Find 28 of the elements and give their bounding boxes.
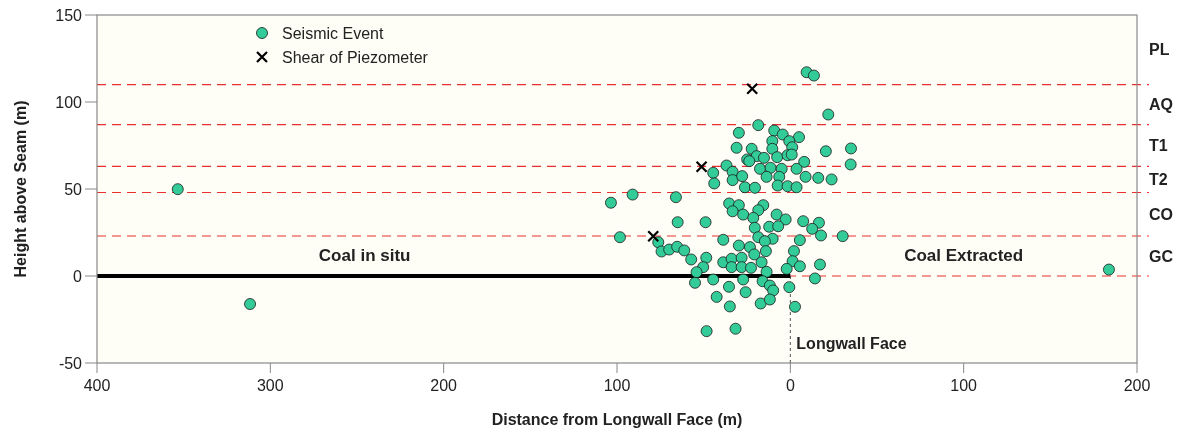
x-tick-label: 100 (950, 377, 978, 394)
ref-line-label: AQ (1149, 96, 1173, 114)
x-tick-label: 400 (83, 377, 111, 394)
x-tick-label: 100 (603, 377, 631, 394)
ref-line-label: GC (1149, 247, 1174, 265)
ref-line-label: T1 (1149, 137, 1168, 155)
x-tick-label: 0 (785, 377, 795, 394)
y-tick-label: 50 (64, 180, 83, 198)
point (746, 82, 759, 95)
legend-label: Seismic Event (282, 24, 384, 42)
ref-line-label: PL (1149, 41, 1170, 59)
y-tick-label: 0 (73, 267, 83, 285)
ref-line-label: CO (1149, 205, 1173, 223)
annotation: Coal in situ (318, 246, 411, 265)
x-axis-title: Distance from Longwall Face (m) (491, 411, 743, 428)
ref-line-label: T2 (1149, 171, 1168, 189)
y-tick-label: 150 (55, 6, 83, 24)
point (647, 230, 660, 243)
y-axis-title: Height above Seam (m) (12, 100, 29, 278)
x-tick-label: 200 (430, 377, 458, 394)
y-tick-label: 100 (55, 93, 83, 111)
annotation: Coal Extracted (904, 246, 1024, 265)
legend-label: Shear of Piezometer (282, 48, 429, 66)
ref-line-label: Longwall Face (796, 335, 907, 352)
x-tick-label: 300 (256, 377, 284, 394)
x-tick-label: 200 (1123, 377, 1151, 394)
point (695, 160, 708, 173)
y-tick-label: -50 (58, 354, 83, 372)
